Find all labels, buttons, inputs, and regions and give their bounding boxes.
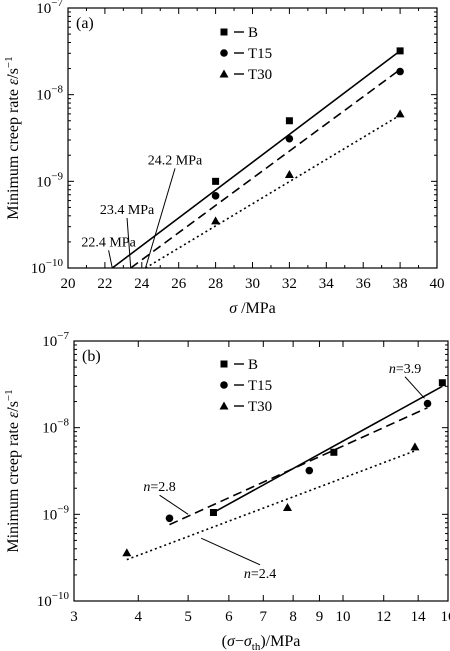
legend-marker-t15 [220, 49, 228, 57]
x-tick-label: 24 [134, 276, 150, 292]
chart-panel-b: 3 4 5 6 7 8 9 10 12 14 16 10−10 10−9 10−8 10−7 (σ−σth)/… [3, 330, 450, 651]
y-tick-label: 10−8 [36, 84, 63, 104]
x-tick-label: 10 [335, 609, 350, 625]
fit-line-b [111, 50, 401, 269]
x-tick-label: 36 [356, 276, 372, 292]
x-tick-label: 9 [316, 609, 324, 625]
data-point-t30 [122, 548, 132, 557]
x-tick-label: 20 [61, 276, 76, 292]
legend-marker-b [220, 360, 228, 368]
legend-label-t30: T30 [248, 399, 272, 415]
legend-label-b: B [248, 357, 258, 373]
y-axis-title: Minimum creep rate ε̇/s−1 [3, 389, 22, 552]
legend-marker-t15 [220, 381, 228, 389]
y-tick-label: 10−10 [31, 257, 64, 277]
y-tick-label: 10−7 [42, 330, 69, 350]
data-point-t30 [395, 109, 405, 118]
annotation-leader [159, 494, 189, 515]
x-tick-label: 32 [282, 276, 297, 292]
y-tick-label: 10−7 [36, 0, 63, 17]
x-tick-label: 7 [260, 609, 268, 625]
legend-marker-t30 [219, 69, 229, 78]
fit-line-t15 [130, 68, 401, 269]
x-tick-label: 3 [70, 609, 78, 625]
x-tick-label: 4 [135, 609, 143, 625]
data-point-t15 [211, 192, 220, 200]
data-point-t15 [423, 399, 432, 408]
x-tick-label: 26 [171, 276, 187, 292]
data-point-t15 [285, 134, 294, 143]
data-point-t30 [211, 216, 221, 225]
threshold-annotation: 24.2 MPa [148, 153, 203, 168]
y-tick-label: 10−9 [42, 503, 69, 523]
annotation-leader [404, 376, 425, 399]
data-point-b [396, 47, 404, 55]
x-axis-title: σ /MPa [229, 300, 276, 317]
x-tick-label: 40 [430, 276, 445, 292]
data-point-b [212, 177, 220, 185]
threshold-annotation: 22.4 MPa [81, 235, 136, 250]
x-tick-label: 22 [97, 276, 112, 292]
fit-line-t15 [169, 406, 428, 526]
y-tick-label: 10−10 [37, 590, 70, 610]
x-tick-label: 30 [245, 276, 260, 292]
x-tick-label: 34 [319, 276, 335, 292]
data-point-t15 [165, 514, 174, 523]
y-tick-label: 10−9 [36, 170, 63, 190]
x-tick-label: 5 [184, 609, 192, 625]
x-tick-label: 8 [289, 609, 297, 625]
legend-marker-b [220, 28, 228, 36]
panel-label: (b) [82, 348, 101, 365]
fit-line-t30 [145, 114, 401, 269]
data-point-b [285, 117, 293, 125]
annotation-leader [108, 250, 113, 269]
plot-frame [73, 340, 449, 602]
data-point-t30 [410, 442, 420, 451]
panel-label: (a) [76, 15, 94, 32]
slope-annotation: n=2.8 [143, 480, 175, 495]
legend-marker-t30 [219, 401, 229, 410]
threshold-annotation: 23.4 MPa [100, 203, 155, 218]
y-tick-label: 10−8 [42, 417, 69, 437]
annotation-leader [126, 217, 132, 269]
fit-line-b [213, 385, 443, 514]
legend-label-t15: T15 [248, 378, 272, 394]
legend-label-t30: T30 [248, 67, 272, 83]
data-point-b [330, 448, 338, 456]
x-tick-label: 6 [225, 609, 233, 625]
x-axis-title: (σ−σth)/MPa [222, 633, 301, 651]
data-point-t15 [396, 67, 404, 76]
slope-annotation: n=2.4 [244, 567, 276, 582]
slope-annotation: n=3.9 [389, 362, 421, 377]
x-tick-label: 14 [411, 609, 427, 625]
x-tick-label: 12 [376, 609, 391, 625]
fit-line-t30 [126, 450, 416, 561]
data-point-b [209, 508, 217, 516]
annotation-leader [145, 168, 176, 269]
legend-label-t15: T15 [248, 46, 272, 62]
annotation-leader [200, 537, 261, 566]
data-point-t30 [284, 169, 294, 178]
x-tick-label: 28 [208, 276, 223, 292]
x-tick-label: 38 [393, 276, 408, 292]
y-axis-title: Minimum creep rate ε̇/s−1 [3, 56, 22, 219]
data-point-t15 [305, 466, 314, 475]
x-tick-label: 16 [441, 609, 450, 625]
legend-label-b: B [248, 25, 258, 41]
data-point-b [438, 379, 446, 387]
chart-panel-a: 20 22 24 26 28 30 32 34 36 38 40 10−10 10−9 10−8 10−7 σ… [3, 0, 445, 317]
data-point-t30 [282, 502, 292, 511]
